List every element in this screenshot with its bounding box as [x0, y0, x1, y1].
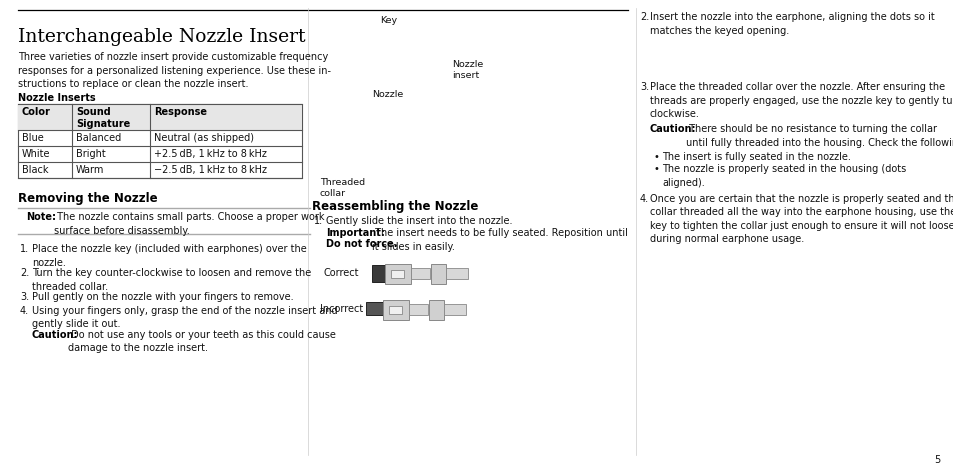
Text: The nozzle contains small parts. Choose a proper work
surface before disassembly: The nozzle contains small parts. Choose …: [54, 212, 324, 236]
Bar: [409, 304, 428, 315]
Text: Place the threaded collar over the nozzle. After ensuring the
threads are proper: Place the threaded collar over the nozzl…: [649, 82, 953, 119]
Text: −2.5 dB, 1 kHz to 8 kHz: −2.5 dB, 1 kHz to 8 kHz: [153, 165, 267, 175]
Text: Pull gently on the nozzle with your fingers to remove.: Pull gently on the nozzle with your fing…: [32, 292, 294, 302]
Bar: [443, 304, 465, 315]
Text: The insert is fully seated in the nozzle.: The insert is fully seated in the nozzle…: [661, 152, 850, 162]
Text: Neutral (as shipped): Neutral (as shipped): [153, 133, 253, 143]
Text: Removing the Nozzle: Removing the Nozzle: [18, 192, 157, 205]
Text: Gently slide the insert into the nozzle.: Gently slide the insert into the nozzle.: [326, 216, 512, 226]
Text: Black: Black: [22, 165, 49, 175]
Text: Correct: Correct: [324, 268, 359, 278]
Text: Warm: Warm: [76, 165, 104, 175]
Text: Threaded
collar: Threaded collar: [319, 178, 365, 198]
Bar: [391, 270, 403, 278]
Text: The nozzle is properly seated in the housing (dots
aligned).: The nozzle is properly seated in the hou…: [661, 164, 905, 188]
Bar: [389, 306, 401, 314]
Text: 3.: 3.: [20, 292, 30, 302]
Text: Using your fingers only, grasp the end of the nozzle insert and
gently slide it : Using your fingers only, grasp the end o…: [32, 306, 337, 329]
Bar: [431, 264, 446, 284]
Text: •: •: [654, 164, 659, 175]
Text: •: •: [654, 152, 659, 162]
Text: 3.: 3.: [639, 82, 648, 92]
Text: There should be no resistance to turning the collar
until fully threaded into th: There should be no resistance to turning…: [685, 124, 953, 148]
Text: Place the nozzle key (included with earphones) over the
nozzle.: Place the nozzle key (included with earp…: [32, 244, 307, 268]
Text: Response: Response: [153, 107, 207, 117]
Text: Nozzle Inserts: Nozzle Inserts: [18, 93, 95, 103]
Bar: [382, 300, 409, 320]
Text: Sound
Signature: Sound Signature: [76, 107, 131, 129]
Text: 5: 5: [933, 455, 939, 463]
Bar: [372, 265, 385, 282]
Text: Caution:: Caution:: [649, 124, 696, 134]
Text: Important:: Important:: [326, 228, 384, 238]
Text: Once you are certain that the nozzle is properly seated and the
collar threaded : Once you are certain that the nozzle is …: [649, 194, 953, 244]
Bar: [385, 264, 411, 284]
Text: Insert the nozzle into the earphone, aligning the dots so it
matches the keyed o: Insert the nozzle into the earphone, ali…: [649, 12, 934, 36]
Bar: [429, 300, 443, 320]
Text: Reassembling the Nozzle: Reassembling the Nozzle: [312, 200, 477, 213]
Bar: [366, 302, 382, 315]
Text: 1.: 1.: [314, 216, 323, 226]
Text: Do not force.: Do not force.: [326, 239, 397, 249]
Text: 1.: 1.: [20, 244, 30, 254]
Text: 2.: 2.: [20, 268, 30, 278]
Bar: [446, 268, 468, 279]
Bar: [18, 104, 302, 178]
Text: +2.5 dB, 1 kHz to 8 kHz: +2.5 dB, 1 kHz to 8 kHz: [153, 149, 267, 159]
Text: Nozzle: Nozzle: [372, 90, 403, 99]
Text: Turn the key counter-clockwise to loosen and remove the
threaded collar.: Turn the key counter-clockwise to loosen…: [32, 268, 311, 292]
Text: 4.: 4.: [20, 306, 30, 315]
Bar: [18, 104, 302, 130]
Text: Bright: Bright: [76, 149, 106, 159]
Text: Do not use any tools or your teeth as this could cause
damage to the nozzle inse: Do not use any tools or your teeth as th…: [68, 330, 335, 353]
Text: Color: Color: [22, 107, 51, 117]
Text: Note:: Note:: [26, 212, 56, 222]
Text: Blue: Blue: [22, 133, 44, 143]
Text: Interchangeable Nozzle Insert: Interchangeable Nozzle Insert: [18, 28, 305, 46]
Text: The insert needs to be fully seated. Reposition until
it slides in easily.: The insert needs to be fully seated. Rep…: [372, 228, 627, 251]
Text: Key: Key: [379, 16, 396, 25]
Text: Incorrect: Incorrect: [319, 304, 363, 314]
Text: Three varieties of nozzle insert provide customizable frequency
responses for a : Three varieties of nozzle insert provide…: [18, 52, 331, 89]
Text: 2.: 2.: [639, 12, 649, 22]
Text: 4.: 4.: [639, 194, 648, 204]
Text: White: White: [22, 149, 51, 159]
Text: Nozzle
insert: Nozzle insert: [452, 60, 483, 80]
Text: Balanced: Balanced: [76, 133, 121, 143]
Text: Caution:: Caution:: [32, 330, 78, 339]
Bar: [411, 268, 430, 279]
